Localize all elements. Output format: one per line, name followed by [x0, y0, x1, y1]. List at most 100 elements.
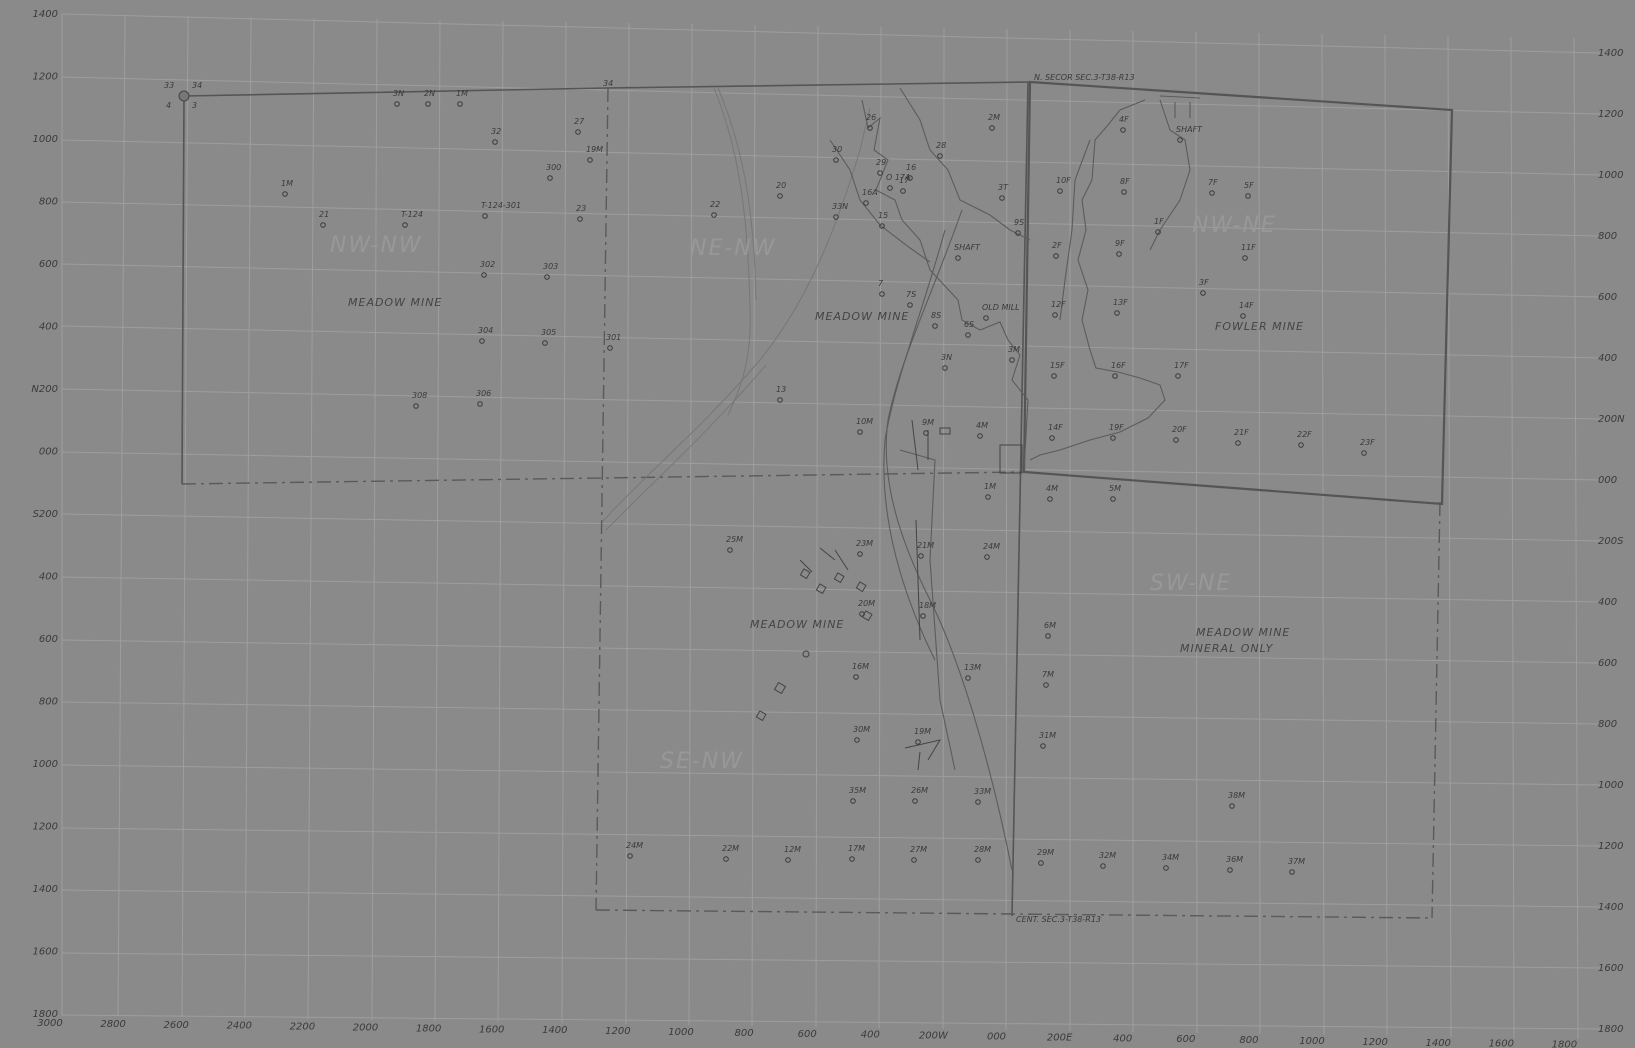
drill-hole-label: 22 [710, 200, 720, 209]
bottom-axis-label: 2600 [163, 1020, 188, 1031]
left-axis-label: 1400 [33, 9, 58, 20]
drill-hole-marker [727, 547, 733, 553]
drill-hole-marker [989, 125, 995, 131]
quarter-label-ne-nw: NE-NW [690, 236, 777, 261]
drill-hole-label: 308 [412, 391, 427, 400]
drill-hole-label: 3M [1008, 345, 1020, 354]
right-axis-label: 1400 [1598, 902, 1623, 913]
drill-hole-marker [320, 222, 326, 228]
drill-hole-label: 11F [1241, 243, 1256, 252]
drill-hole-label: 7 [878, 279, 884, 288]
drill-hole-marker [923, 430, 929, 436]
drill-hole-label: 3N [941, 353, 952, 362]
drill-hole-marker [482, 213, 488, 219]
right-axis-label: 400 [1598, 597, 1617, 608]
drill-hole-label: 34M [1162, 853, 1179, 862]
drill-hole: 37M [1288, 857, 1305, 875]
drill-hole-label: 22F [1297, 430, 1312, 439]
right-axis-label: 1200 [1598, 109, 1623, 120]
left-axis-label: 400 [39, 572, 58, 583]
drill-hole-label: 15F [1050, 361, 1065, 370]
drill-hole-marker [942, 365, 948, 371]
drill-hole: 26M [911, 786, 928, 804]
bottom-axis-label: 1800 [1552, 1040, 1577, 1048]
drill-hole: 27M [910, 845, 927, 863]
drill-hole-label: 16M [852, 662, 869, 671]
drill-hole-label: 23 [576, 204, 586, 213]
bottom-axis-label: 1200 [1362, 1037, 1387, 1048]
drill-hole-marker [863, 200, 869, 206]
drill-hole-label: O 17A [886, 173, 911, 182]
drill-hole: 32M [1099, 851, 1116, 869]
drill-hole-marker [492, 139, 498, 145]
drill-hole-label: 3T [998, 183, 1009, 192]
drill-hole-label: 8F [1120, 177, 1130, 186]
drill-hole-marker [627, 853, 633, 859]
drill-hole-marker [1240, 313, 1246, 319]
drill-hole: 9M [922, 418, 934, 436]
drill-hole: 8S [931, 311, 941, 329]
drill-hole: 22M [722, 844, 739, 862]
drill-hole-marker [282, 191, 288, 197]
drill-hole: 24M [626, 841, 643, 859]
drill-hole-label: 300 [546, 163, 561, 172]
drill-hole: 29M [1037, 848, 1054, 866]
drill-hole: OLD MILL [982, 303, 1020, 321]
bottom-axis-label: 1600 [479, 1024, 504, 1035]
drill-hole-marker [915, 739, 921, 745]
right-axis-label: 1600 [1598, 963, 1623, 974]
drill-hole-label: 22M [722, 844, 739, 853]
drill-hole-label: 17F [1174, 361, 1189, 370]
drill-hole: 20F [1172, 425, 1187, 443]
drill-hole-marker [413, 403, 419, 409]
drill-hole-label: 15 [878, 211, 888, 220]
bottom-axis-label: 3000 [37, 1018, 62, 1029]
drill-hole-marker [1361, 450, 1367, 456]
drill-hole: 22 [710, 200, 720, 218]
drill-hole-label: 20F [1172, 425, 1187, 434]
mineral-only-label: MINERAL ONLY [1180, 642, 1274, 655]
property-boundaries [178, 80, 1454, 919]
drill-hole-marker [833, 214, 839, 220]
drill-hole-label: 8S [931, 311, 941, 320]
left-axis-label: S200 [33, 509, 58, 520]
drill-hole-label: T-124 [401, 210, 423, 219]
bottom-axis-label: 1200 [605, 1026, 630, 1037]
drill-hole: 12F [1051, 300, 1066, 318]
right-axis-label: 200S [1598, 536, 1624, 547]
drill-hole: 1M [281, 179, 293, 197]
drill-hole: 28M [974, 845, 991, 863]
drill-hole-label: 19M [586, 145, 603, 154]
drill-hole-marker [479, 338, 485, 344]
drill-hole: 11F [1241, 243, 1256, 261]
drill-hole-label: 301 [606, 333, 621, 342]
drill-hole: 302 [480, 260, 495, 278]
bottom-axis-label: 800 [1239, 1035, 1258, 1046]
drill-hole-marker [575, 129, 581, 135]
drill-hole-marker [607, 345, 613, 351]
coordinate-grid [61, 13, 1601, 1040]
drill-hole-label: 19M [914, 727, 931, 736]
drill-hole-label: 33N [832, 202, 848, 211]
drill-hole-marker [859, 611, 865, 617]
drill-hole: 19F [1109, 423, 1124, 441]
drill-hole: 23 [576, 204, 586, 222]
drill-hole-marker [1047, 496, 1053, 502]
drill-hole-marker [1015, 230, 1021, 236]
drill-hole-marker [785, 857, 791, 863]
drill-hole-marker [723, 856, 729, 862]
drill-hole: 13 [776, 385, 786, 403]
drill-hole: 36M [1226, 855, 1243, 873]
drill-hole-label: 16 [906, 163, 916, 172]
drill-hole-marker [965, 332, 971, 338]
drill-hole-marker [977, 433, 983, 439]
railroad-line [885, 209, 1013, 871]
drill-hole-marker [857, 551, 863, 557]
drill-hole-marker [777, 193, 783, 199]
drill-hole: 14F [1239, 301, 1254, 319]
drill-hole: 25M [726, 535, 743, 553]
drill-hole-label: 20M [858, 599, 875, 608]
drill-hole-label: 26M [911, 786, 928, 795]
drill-hole: 13M [964, 663, 981, 681]
